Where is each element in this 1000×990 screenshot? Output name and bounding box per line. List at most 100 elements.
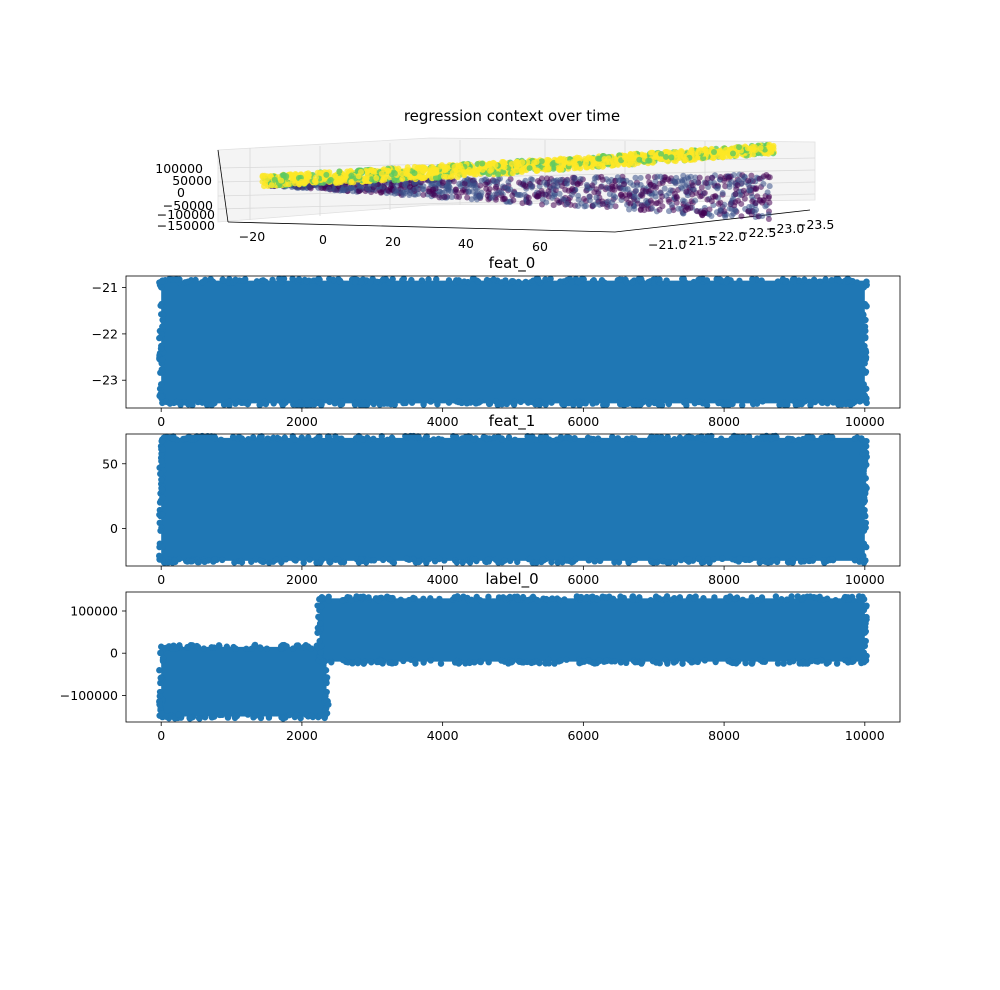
scatter-point: [623, 435, 631, 443]
scatter-point: [861, 494, 868, 502]
scatter3d-point: [766, 199, 773, 206]
scatter3d-point: [327, 176, 334, 183]
scatter-point: [600, 401, 607, 409]
scatter3d-point: [759, 199, 766, 206]
scatter3d-point: [533, 159, 540, 166]
scatter3d-point: [416, 173, 423, 180]
scatter-point: [391, 401, 398, 408]
scatter3d-point: [714, 185, 721, 192]
scatter3d-point: [741, 195, 748, 202]
scatter-point: [862, 637, 869, 645]
scatter-point: [781, 401, 788, 409]
scatter-point: [384, 436, 391, 443]
scatter3d-point: [491, 178, 498, 185]
scatter-point: [201, 558, 208, 566]
scatter3d-point: [550, 202, 557, 209]
scatter-point: [533, 559, 540, 566]
scatter3d-point: [704, 148, 711, 155]
scatter3d-point: [259, 178, 266, 185]
scatter3d-point: [461, 180, 468, 187]
scatter-point: [272, 556, 280, 563]
scatter-point: [216, 711, 223, 719]
scatter-point: [347, 597, 355, 604]
scatter-point: [482, 434, 490, 442]
scatter-point: [616, 276, 623, 283]
scatter3d-point: [711, 149, 718, 156]
scatter3d-point: [406, 191, 413, 198]
scatter-point: [863, 613, 870, 621]
scatter3d-point: [514, 158, 521, 165]
scatter-point: [774, 278, 782, 285]
scatter3d-point: [439, 179, 446, 186]
scatter3d-point: [505, 179, 512, 186]
scatter3d-point: [468, 196, 475, 203]
scatter-point: [563, 656, 570, 663]
scatter3d-point: [666, 208, 673, 215]
scatter-point: [580, 658, 588, 665]
z-tick-label: 100000: [155, 161, 203, 176]
scatter-point: [818, 435, 826, 442]
scatter-point: [748, 660, 755, 667]
scatter-point: [188, 558, 196, 565]
panel-title: feat_1: [489, 412, 536, 431]
scatter3d-point: [373, 175, 380, 182]
scatter3d-point: [757, 145, 764, 152]
scatter3d-point: [456, 194, 463, 201]
scatter-point: [557, 278, 564, 285]
scatter3d-point: [559, 195, 566, 202]
x-tick-label: 6000: [567, 728, 599, 743]
scatter3d-point: [647, 187, 654, 194]
scatter3d-point: [397, 182, 404, 189]
scatter-point: [434, 401, 441, 408]
x-tick-label: 2000: [286, 728, 318, 743]
scatter3d-point: [498, 189, 505, 196]
scatter-point: [596, 657, 603, 665]
scatter3d-point: [663, 192, 670, 199]
scatter3d-point: [702, 180, 709, 187]
scatter-point: [860, 470, 867, 478]
z-tick-label: −100000: [157, 207, 215, 222]
scatter-point: [375, 658, 383, 666]
scatter-point: [243, 645, 250, 653]
scatter-point: [471, 556, 478, 563]
y-tick-label: −100000: [60, 688, 118, 703]
scatter-point: [856, 398, 864, 405]
scatter3d-point: [658, 150, 665, 157]
scatter-point: [859, 366, 867, 373]
scatter3d-point: [441, 193, 448, 200]
scatter-point: [748, 597, 755, 604]
scatter3d-point: [555, 157, 562, 164]
scatter3d-point: [605, 178, 612, 185]
scatter-point: [387, 594, 394, 602]
scatter-point: [558, 555, 565, 563]
scatter3d-point: [622, 154, 629, 161]
scatter-point: [860, 527, 868, 534]
y-tick-label: 0: [110, 521, 118, 536]
scatter-point: [863, 278, 870, 285]
scatter-point: [316, 433, 323, 440]
x-tick-label: 6000: [567, 414, 599, 429]
scatter-point: [776, 401, 783, 409]
scatter-point: [861, 511, 868, 518]
scatter-point: [270, 400, 277, 407]
scatter-point: [463, 400, 471, 407]
scatter3d-points: [259, 141, 777, 222]
x-tick-label: 4000: [427, 728, 459, 743]
scatter3d-point: [683, 188, 690, 195]
scatter-point: [811, 398, 819, 406]
scatter-point: [786, 558, 793, 566]
scatter3d-point: [569, 191, 576, 198]
scatter3d-point: [268, 182, 275, 189]
scatter3d-point: [456, 180, 463, 187]
scatter-point: [289, 275, 296, 282]
scatter3d-point: [341, 184, 348, 191]
scatter-point: [156, 701, 163, 708]
scatter-point: [339, 656, 347, 664]
scatter-point: [537, 434, 545, 442]
scatter-point: [334, 556, 342, 563]
scatter-fill: [161, 280, 865, 404]
x-tick-label: 20: [385, 234, 401, 249]
scatter3d-point: [701, 189, 708, 196]
y-tick-label: −22.5: [738, 225, 776, 240]
axes-frame: [125, 275, 901, 409]
